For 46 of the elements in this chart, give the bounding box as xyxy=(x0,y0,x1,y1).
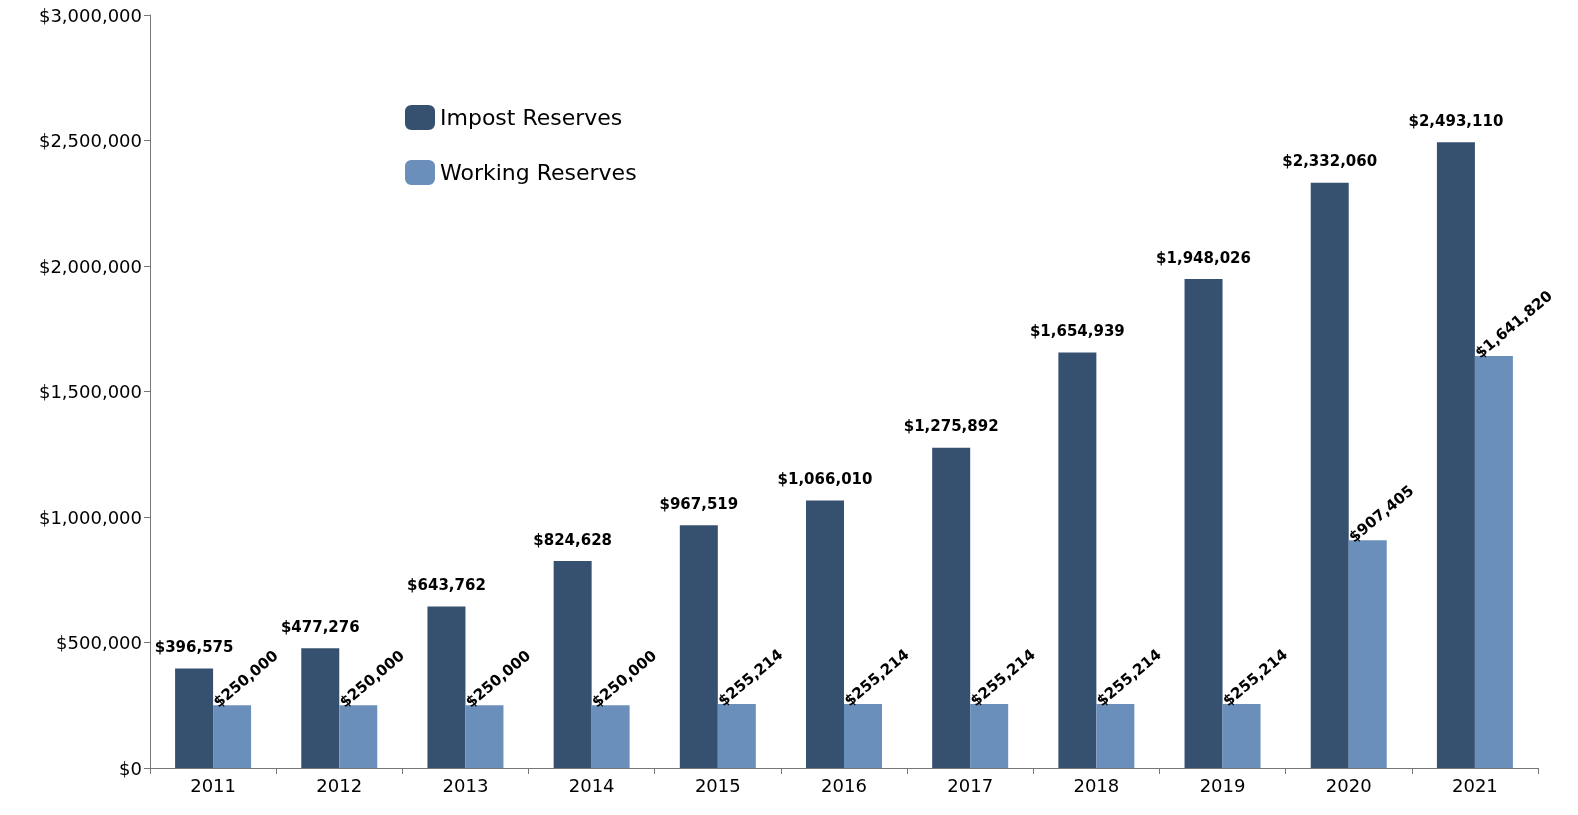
bar xyxy=(932,447,971,768)
x-tick-label: 2013 xyxy=(442,774,489,796)
bar xyxy=(679,525,718,768)
bar xyxy=(1436,142,1475,768)
y-tick-label: $2,500,000 xyxy=(38,130,142,151)
bar xyxy=(1310,182,1349,768)
legend-label: Impost Reserves xyxy=(440,105,623,130)
x-tick-label: 2016 xyxy=(821,774,867,796)
bar xyxy=(339,705,378,768)
bar xyxy=(1058,352,1097,768)
bar xyxy=(1184,279,1223,768)
x-tick-label: 2014 xyxy=(568,774,615,796)
bar xyxy=(301,648,340,768)
y-tick-label: $3,000,000 xyxy=(38,4,142,26)
data-label: $1,654,939 xyxy=(1029,322,1125,341)
y-tick-label: $1,000,000 xyxy=(38,506,142,528)
x-tick-label: 2015 xyxy=(694,774,741,796)
bar xyxy=(553,561,592,768)
bar xyxy=(591,705,630,768)
y-tick-label: $1,500,000 xyxy=(38,381,142,402)
data-label: $2,332,060 xyxy=(1282,152,1378,171)
data-label: $2,493,110 xyxy=(1408,111,1504,130)
bar xyxy=(806,500,844,768)
x-tick-label: 2017 xyxy=(947,774,994,796)
bar xyxy=(1348,540,1387,768)
y-tick-label: $500,000 xyxy=(56,632,142,653)
x-tick-label: 2020 xyxy=(1325,774,1372,796)
x-tick-label: 2012 xyxy=(316,774,363,796)
data-label: $1,066,010 xyxy=(777,469,873,488)
x-tick-label: 2021 xyxy=(1452,774,1498,796)
bar xyxy=(465,705,504,768)
data-label: $643,762 xyxy=(407,575,486,594)
data-label: $477,276 xyxy=(280,617,360,636)
x-tick-label: 2019 xyxy=(1199,774,1246,796)
bar xyxy=(175,668,214,768)
bar xyxy=(213,705,252,768)
data-label: $824,628 xyxy=(533,530,613,549)
legend-label: Working Reserves xyxy=(440,160,637,185)
data-label: $967,519 xyxy=(659,494,739,513)
x-tick-label: 2018 xyxy=(1073,774,1120,796)
y-tick-label: $0 xyxy=(119,757,142,779)
x-tick-label: 2011 xyxy=(190,774,236,796)
y-tick-label: $2,000,000 xyxy=(38,255,142,277)
data-label: $1,275,892 xyxy=(903,417,999,436)
data-label: $1,948,026 xyxy=(1156,248,1251,267)
bar xyxy=(427,606,466,768)
